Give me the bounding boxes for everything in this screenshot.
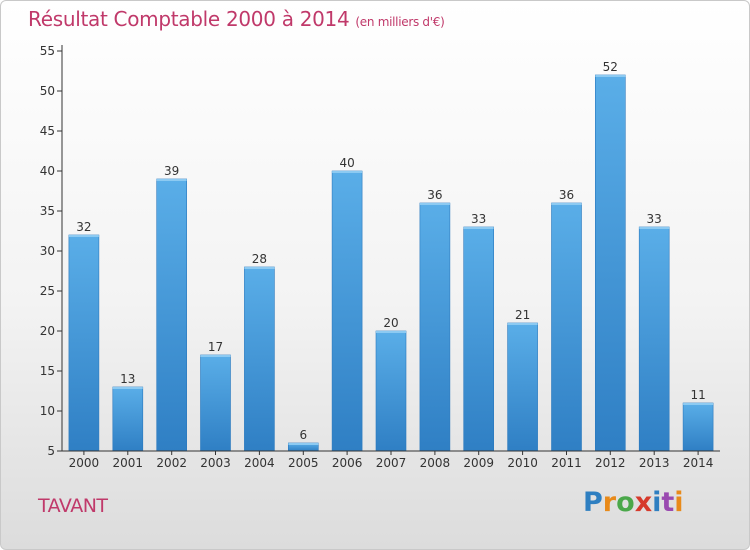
value-label: 33	[647, 212, 662, 226]
logo-letter: i	[674, 487, 684, 518]
axes-group: 2000 2001 2002 2003 2004 2005 2006 2007 2008 2009…	[40, 44, 720, 470]
y-tick-label: 25	[40, 284, 55, 298]
x-tick-label: 2006	[332, 456, 363, 470]
x-tick-label: 2013	[639, 456, 670, 470]
bar-2000	[68, 234, 100, 452]
value-label: 17	[208, 340, 223, 354]
value-label: 32	[76, 220, 91, 234]
x-tick-label: 2005	[288, 456, 319, 470]
bar-highlight	[551, 203, 582, 205]
chart-subtitle: (en milliers d'€)	[355, 15, 445, 29]
bar-2010	[507, 322, 538, 452]
bar-highlight	[156, 179, 187, 181]
x-tick-label: 2008	[420, 456, 451, 470]
bar-highlight	[244, 267, 275, 269]
proxiti-logo: Proxiti	[583, 487, 684, 518]
bar-highlight	[288, 443, 319, 445]
value-label: 33	[471, 212, 486, 226]
x-tick-label: 2002	[156, 456, 187, 470]
y-tick-label: 30	[40, 244, 55, 258]
bar-highlight	[507, 323, 538, 325]
bar-highlight	[595, 75, 626, 77]
bars-group: 32 13 39 17 28 6 40 20 36 33 21 36 52 33 11	[68, 60, 714, 452]
bar-highlight	[463, 227, 494, 229]
value-label: 28	[252, 252, 267, 266]
bar-2003	[200, 354, 231, 452]
logo-letter: o	[616, 487, 635, 518]
y-tick-label: 15	[40, 364, 55, 378]
bar-2002	[156, 178, 187, 452]
value-label: 11	[690, 388, 705, 402]
bar-highlight	[200, 355, 231, 357]
bar-2009	[463, 226, 495, 452]
y-tick-label: 10	[40, 404, 55, 418]
logo-letter: t	[661, 487, 675, 518]
value-label: 52	[603, 60, 618, 74]
x-tick-label: 2010	[507, 456, 538, 470]
bar-highlight	[112, 387, 143, 389]
bar-2014	[682, 402, 714, 452]
x-tick-label: 2007	[376, 456, 407, 470]
bar-2011	[551, 202, 582, 452]
x-tick-label: 2014	[683, 456, 714, 470]
y-tick-label: 40	[40, 164, 55, 178]
bar-highlight	[683, 403, 714, 405]
y-tick-label: 50	[40, 84, 55, 98]
value-label: 36	[559, 188, 574, 202]
bar-highlight	[68, 235, 99, 237]
value-label: 36	[427, 188, 442, 202]
x-tick-label: 2001	[113, 456, 144, 470]
x-tick-label: 2003	[200, 456, 231, 470]
value-label: 13	[120, 372, 135, 386]
y-tick-label: 35	[40, 204, 55, 218]
x-tick-label: 2011	[551, 456, 582, 470]
chart-title-text: Résultat Comptable 2000 à 2014	[28, 7, 350, 31]
bar-highlight	[332, 171, 363, 173]
value-label: 39	[164, 164, 179, 178]
logo-letter: x	[634, 487, 653, 518]
bar-2008	[419, 202, 451, 452]
logo-letter: i	[652, 487, 662, 518]
bar-2006	[331, 170, 363, 452]
bar-2004	[244, 266, 275, 452]
x-tick-label: 2004	[244, 456, 275, 470]
bar-highlight	[639, 227, 670, 229]
bar-highlight	[419, 203, 450, 205]
bar-2001	[112, 386, 144, 452]
value-label: 21	[515, 308, 530, 322]
x-tick-label: 2009	[463, 456, 494, 470]
logo-letter: P	[583, 487, 603, 518]
x-tick-label: 2000	[69, 456, 100, 470]
bar-2013	[638, 226, 670, 452]
y-tick-label: 55	[40, 44, 55, 58]
y-tick-label: 5	[47, 444, 55, 458]
logo-letter: r	[602, 487, 617, 518]
value-label: 40	[339, 156, 354, 170]
value-label: 20	[383, 316, 398, 330]
x-tick-label: 2012	[595, 456, 626, 470]
chart-title: Résultat Comptable 2000 à 2014 (en millie…	[28, 7, 445, 31]
y-tick-label: 45	[40, 124, 55, 138]
bar-highlight	[376, 331, 406, 333]
value-label: 6	[299, 428, 307, 442]
bar-2007	[375, 330, 407, 452]
y-tick-label: 20	[40, 324, 55, 338]
town-name: TAVANT	[38, 495, 108, 517]
bar-2012	[594, 74, 626, 452]
